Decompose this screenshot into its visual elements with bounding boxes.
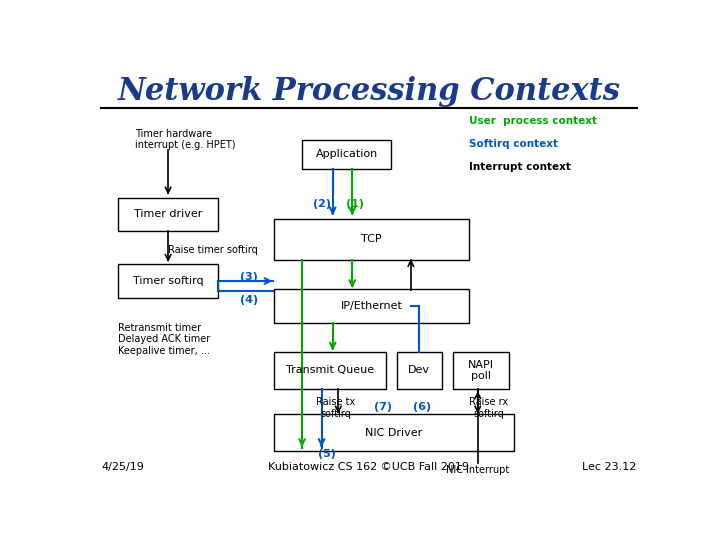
Text: Dev: Dev: [408, 366, 431, 375]
FancyBboxPatch shape: [118, 198, 218, 231]
FancyBboxPatch shape: [274, 219, 469, 260]
Text: (4): (4): [240, 295, 258, 305]
Text: (2): (2): [312, 199, 330, 209]
Text: Kubiatowicz CS 162 ©UCB Fall 2019: Kubiatowicz CS 162 ©UCB Fall 2019: [269, 462, 469, 472]
Text: User  process context: User process context: [469, 116, 598, 126]
FancyBboxPatch shape: [397, 352, 441, 389]
Text: Timer driver: Timer driver: [134, 210, 202, 219]
Text: (1): (1): [346, 199, 364, 209]
Text: Network Processing Contexts: Network Processing Contexts: [117, 76, 621, 107]
Text: Timer hardware
interrupt (e.g. HPET): Timer hardware interrupt (e.g. HPET): [135, 129, 235, 151]
Text: Raise timer softirq: Raise timer softirq: [168, 245, 258, 255]
Text: TCP: TCP: [361, 234, 382, 245]
Text: Application: Application: [315, 149, 378, 159]
Text: (5): (5): [318, 449, 336, 460]
Text: Transmit Queue: Transmit Queue: [286, 366, 374, 375]
Text: NAPI
poll: NAPI poll: [467, 360, 494, 381]
Text: Interrupt context: Interrupt context: [469, 161, 571, 172]
Text: (6): (6): [413, 402, 431, 411]
Text: 4/25/19: 4/25/19: [101, 462, 144, 472]
Text: Raise rx
softirq: Raise rx softirq: [469, 397, 508, 418]
FancyBboxPatch shape: [453, 352, 508, 389]
Text: (7): (7): [374, 402, 392, 411]
FancyBboxPatch shape: [274, 289, 469, 322]
Text: (3): (3): [240, 272, 258, 282]
Text: NIC interrupt: NIC interrupt: [446, 465, 510, 475]
Text: Raise tx
softirq: Raise tx softirq: [316, 397, 355, 418]
Text: NIC Driver: NIC Driver: [366, 428, 423, 438]
FancyBboxPatch shape: [302, 140, 392, 168]
Text: Retransmit timer
Delayed ACK timer
Keepalive timer, ...: Retransmit timer Delayed ACK timer Keepa…: [118, 322, 210, 356]
Text: Softirq context: Softirq context: [469, 139, 559, 149]
FancyBboxPatch shape: [274, 414, 514, 451]
Text: IP/Ethernet: IP/Ethernet: [341, 301, 402, 311]
Text: Timer softirq: Timer softirq: [132, 276, 204, 286]
FancyBboxPatch shape: [118, 265, 218, 298]
Text: Lec 23.12: Lec 23.12: [582, 462, 637, 472]
FancyBboxPatch shape: [274, 352, 386, 389]
